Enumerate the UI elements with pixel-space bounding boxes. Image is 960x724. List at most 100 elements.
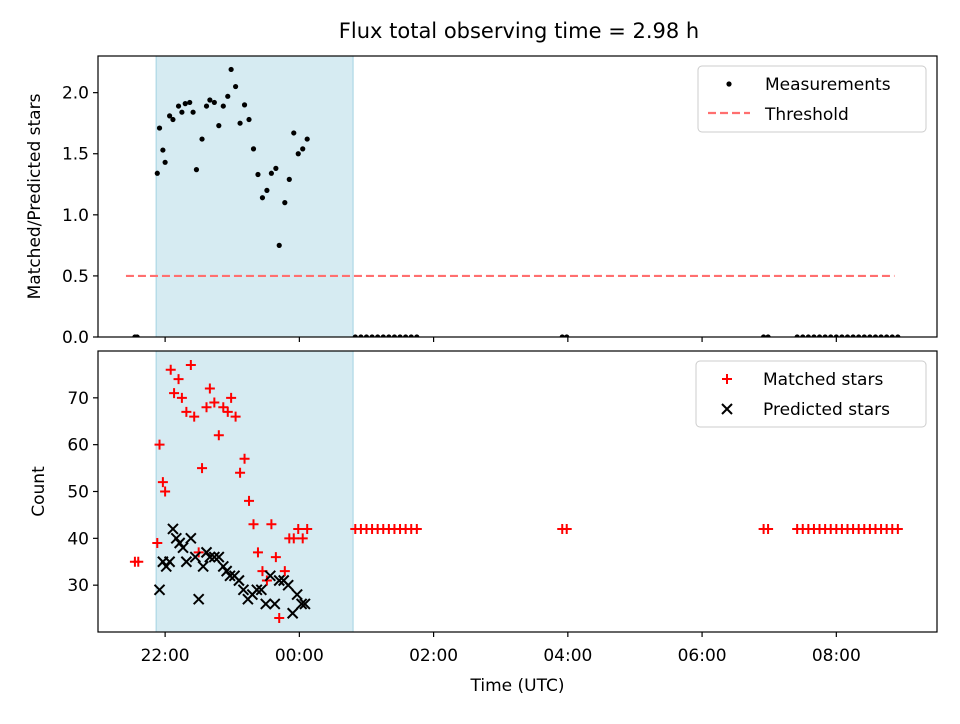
measurement-point <box>794 334 800 337</box>
x-tick-label: 02:00 <box>409 646 458 666</box>
legend-box <box>695 360 927 428</box>
matched-star-point <box>244 495 255 506</box>
measurement-point <box>872 334 879 337</box>
legend-label-measurements: Measurements <box>765 75 891 95</box>
measurement-point <box>225 93 231 99</box>
y-tick-label: 50 <box>67 483 89 503</box>
matched-star-point <box>201 402 212 413</box>
measurement-point <box>264 187 270 193</box>
matched-star-point <box>133 556 144 567</box>
matched-star-point <box>411 523 422 534</box>
matched-star-point <box>274 612 285 623</box>
matched-star-point <box>154 439 165 450</box>
y-tick-label: 40 <box>67 529 89 549</box>
matched-star-point <box>297 533 308 544</box>
matched-star-point <box>288 533 299 544</box>
measurement-point <box>889 334 895 337</box>
measurement-point <box>228 66 234 73</box>
measurement-point <box>839 334 845 337</box>
measurement-point <box>765 334 771 337</box>
measurement-point <box>190 109 196 115</box>
matched-star-point <box>209 397 220 408</box>
measurement-point <box>193 167 200 173</box>
predicted-star-point <box>177 541 189 554</box>
measurement-point <box>273 165 279 171</box>
matched-star-point <box>169 388 180 399</box>
y-tick-label: 1.0 <box>62 206 89 226</box>
measurement-point <box>559 334 565 337</box>
matched-star-point <box>157 477 168 488</box>
measurement-point <box>203 103 210 109</box>
measurement-point <box>414 334 420 337</box>
matched-star-point <box>226 392 237 403</box>
y-tick-label: 60 <box>67 436 89 456</box>
measurement-point <box>369 334 375 337</box>
measurement-point <box>844 334 851 337</box>
observing-span <box>156 56 354 337</box>
matched-star-point <box>763 523 774 534</box>
matched-star-point <box>248 519 259 530</box>
measurement-point <box>179 109 185 115</box>
x-tick-label: 22:00 <box>141 646 190 666</box>
legend-label-threshold: Threshold <box>764 105 849 125</box>
predicted-star-point <box>185 532 197 545</box>
matched-star-point <box>173 374 184 385</box>
measurement-point <box>154 170 160 176</box>
matched-star-point <box>213 430 224 441</box>
y-axis-label: Count <box>29 466 49 517</box>
measurement-point <box>134 334 140 337</box>
matched-star-point <box>892 523 903 534</box>
measurement-point <box>564 334 570 337</box>
legend-marker-matched <box>722 374 732 384</box>
measurement-point <box>761 334 767 337</box>
predicted-star-point <box>282 579 294 591</box>
predicted-star-point <box>180 556 193 568</box>
predicted-star-point <box>224 570 236 582</box>
measurement-point <box>363 334 370 337</box>
predicted-star-point <box>291 588 303 601</box>
measurement-point <box>187 99 193 106</box>
measurement-point <box>162 159 168 165</box>
measurement-point <box>867 334 873 337</box>
measurement-point <box>822 334 828 337</box>
measurement-point <box>156 125 163 131</box>
measurement-point <box>175 103 182 109</box>
measurement-point <box>358 334 364 337</box>
predicted-star-point <box>192 593 205 605</box>
predicted-star-point <box>295 598 308 610</box>
measurement-point <box>811 334 817 337</box>
panel1-legend: Measurements Threshold <box>697 65 927 133</box>
measurement-point <box>856 334 862 337</box>
y-tick-label: 0.5 <box>62 267 89 287</box>
matched-star-point <box>176 392 187 403</box>
measurement-point <box>220 103 226 109</box>
predicted-star-point <box>204 551 216 563</box>
matched-star-point <box>230 411 241 422</box>
matched-star-point <box>293 523 304 534</box>
matched-star-point <box>222 406 233 417</box>
predicted-star-point <box>189 551 202 563</box>
matched-star-point <box>165 364 176 375</box>
measurement-point <box>211 99 217 106</box>
predicted-star-point <box>255 584 268 596</box>
predicted-star-point <box>299 598 311 610</box>
legend-marker-measurements <box>726 81 732 87</box>
measurement-point <box>805 334 811 337</box>
measurement-point <box>160 147 166 153</box>
predicted-star-point <box>153 584 166 596</box>
predicted-star-point <box>163 556 176 568</box>
measurement-point <box>295 151 301 157</box>
legend-marker-predicted <box>721 403 733 415</box>
measurement-point <box>282 200 288 206</box>
measurement-point <box>207 97 213 103</box>
matched-star-point <box>270 552 281 563</box>
legend-label-predicted: Predicted stars <box>763 400 890 420</box>
observing-span <box>156 351 354 632</box>
matched-star-point <box>239 453 250 464</box>
y-axis-label: Matched/Predicted stars <box>25 93 45 299</box>
measurement-point <box>800 334 806 337</box>
matched-star-point <box>189 411 200 422</box>
measurement-point <box>861 334 867 337</box>
panel2-plot-area <box>129 351 903 632</box>
matched-star-point <box>561 523 572 534</box>
